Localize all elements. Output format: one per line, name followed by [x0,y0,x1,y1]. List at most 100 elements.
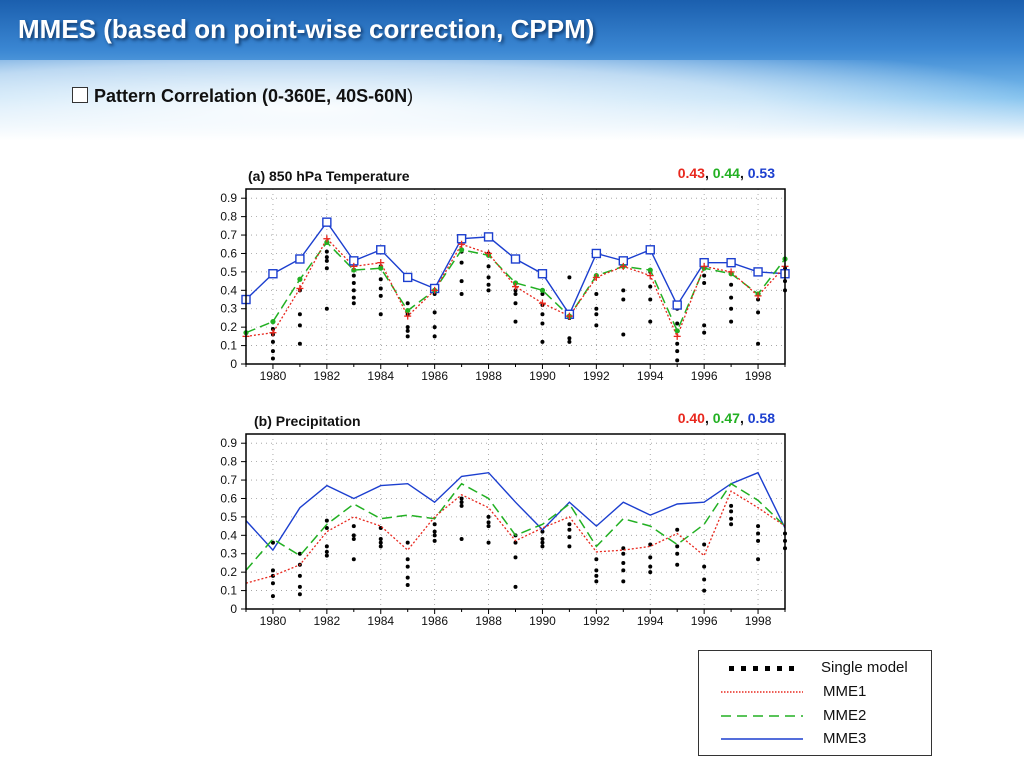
single-model-point [324,258,329,263]
single-model-point [324,518,329,523]
single-model-point [756,297,761,302]
single-model-point [594,292,599,296]
single-model-point [513,319,518,324]
x-tick-label: 1998 [745,369,772,383]
single-model-point [297,323,302,328]
single-model-point [756,341,761,346]
single-model-point [540,312,545,317]
single-model-point [729,522,734,527]
mme1-marker [404,312,412,320]
single-model-point [702,542,707,547]
single-model-point [756,557,761,562]
x-tick-label: 1994 [637,614,664,628]
single-model-point [351,295,356,300]
legend-mme1-label: MME1 [823,683,867,700]
single-model-point [486,540,491,545]
mme2-marker [539,287,546,293]
single-model-point [459,292,464,296]
chart-title: (a) 850 hPa Temperature [248,168,410,184]
series-line-mme1 [245,237,786,339]
single-model-point [675,544,680,549]
single-model-point [621,546,626,551]
x-tick-label: 1992 [583,369,610,383]
x-tick-label: 1990 [529,369,556,383]
single-model-point [459,500,464,505]
series-line-mme1 [245,490,786,584]
mme3-marker [268,269,278,279]
y-tick-label: 0.5 [220,510,237,524]
single-model-point [756,310,761,315]
x-tick-label: 1982 [313,369,340,383]
single-model-point [567,275,572,280]
mme2-marker [324,239,330,246]
x-tick-label: 1988 [475,614,502,628]
single-model-point [540,537,545,541]
x-tick-label: 1986 [421,369,448,383]
chart-panel-precipitation: (b) Precipitation 0.40, 0.47, 0.58 0 0.1 0.2… [220,410,787,628]
single-model-point [594,306,599,311]
single-model-point [513,288,518,293]
series-line-mme3 [245,471,786,552]
plot-area [246,434,785,609]
single-model-point [297,573,302,578]
legend-box: Single model MME1 MME2 MME3 [698,650,932,756]
mme1-marker [538,299,546,307]
single-model-point [540,529,545,534]
single-model-point [378,286,383,291]
mme1-marker [431,286,439,294]
single-model-point [351,280,356,285]
single-model-point [270,594,275,599]
mme3-marker [537,269,548,279]
mme1-marker [323,235,331,243]
single-model-point [621,332,626,337]
single-model-point [405,583,410,588]
single-model-point [513,292,518,296]
single-model-point [729,516,734,521]
score-mme2: 0.47 [713,410,740,426]
single-model-point [459,503,464,508]
single-model-point [486,282,491,287]
x-tick-label: 1980 [260,614,287,628]
y-tick-label: 0.9 [220,436,237,450]
mme3-marker [672,300,682,310]
y-tick-label: 0.2 [220,565,237,579]
single-model-point [378,537,383,541]
single-model-point [756,524,761,529]
x-tick-label: 1994 [637,369,664,383]
single-model-point [432,522,437,527]
y-tick-label: 0.6 [220,491,237,505]
single-model-point [675,321,680,326]
single-model-point [729,295,734,300]
single-model-point [567,336,572,341]
legend-mme3-swatch [721,738,803,740]
score-mme1: 0.43 [678,165,705,181]
single-model-point [702,323,707,328]
single-model-point [486,275,491,280]
single-model-point [648,555,653,560]
mme2-marker [378,265,384,271]
mme1-marker [350,262,358,270]
single-model-point [540,544,545,549]
x-tick-label: 1990 [529,614,556,628]
single-model-point [594,323,599,328]
single-model-point [729,509,734,514]
score-mme3: 0.53 [748,165,775,181]
mme3-marker [483,232,494,242]
mme2-marker [647,267,653,273]
single-model-point [621,560,626,565]
header-banner [0,0,1024,180]
single-model-point [648,319,653,324]
single-model-point [702,330,707,335]
single-model-point [459,537,464,541]
legend-mme1-swatch [721,691,803,693]
single-model-point [432,538,437,543]
single-model-point [648,542,653,547]
slide-subtitle: Pattern Correlation (0-360E, 40S-60N) [72,86,413,107]
y-tick-label: 0 [230,357,237,371]
single-model-point [594,557,599,562]
mme3-marker [645,245,655,255]
single-model-point [459,279,464,284]
mme1-marker [592,273,600,281]
y-tick-label: 0.3 [220,547,237,561]
single-model-point [675,551,680,556]
